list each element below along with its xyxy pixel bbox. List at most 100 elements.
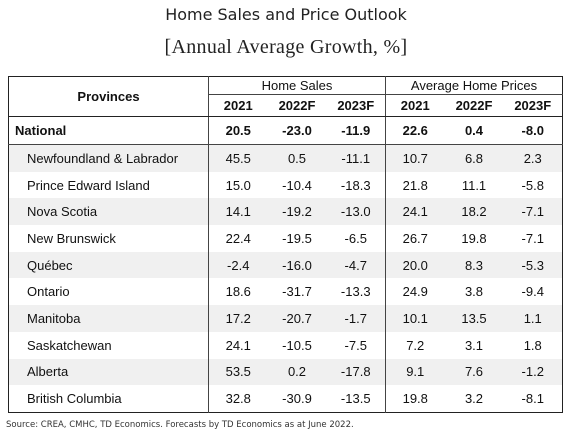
row-name: Saskatchewan xyxy=(8,331,209,359)
table-row: Québec -2.4 -16.0 -4.7 20.0 8.3 -5.3 xyxy=(8,251,563,279)
cell-value: -2.4 xyxy=(208,251,268,279)
row-name: British Columbia xyxy=(8,385,209,413)
cell-value: 22.4 xyxy=(225,230,251,246)
cell-value: -16.0 xyxy=(267,251,327,279)
year-header: 2021 xyxy=(208,94,268,117)
row-name: Newfoundland & Labrador xyxy=(8,144,209,172)
cell-value: -6.5 xyxy=(326,225,386,252)
cell-value: -8.0 xyxy=(503,116,563,145)
home-prices-group-header: Average Home Prices xyxy=(385,76,563,95)
cell-value: 18.2 xyxy=(444,198,504,226)
cell-value: -1.2 xyxy=(503,358,563,386)
cell-value: 8.3 xyxy=(444,251,504,279)
row-name: Alberta xyxy=(8,358,209,386)
cell-value: -7.5 xyxy=(326,331,386,359)
cell-value: 1.8 xyxy=(523,337,542,353)
table-row: Prince Edward Island 15.0 -10.4 -18.3 21.8 11… xyxy=(8,171,563,199)
cell-value: 24.1 xyxy=(385,198,445,226)
cell-value: 18.6 xyxy=(225,284,251,300)
table-row: Saskatchewan 24.1 -10.5 -7.5 7.2 3.1 1.8 xyxy=(8,331,563,359)
row-name: Prince Edward Island xyxy=(8,171,209,199)
cell-value: 15.0 xyxy=(225,177,251,193)
cell-value: 20.5 xyxy=(208,116,268,145)
provinces-header: Provinces xyxy=(8,76,209,117)
year-header: 2023F xyxy=(326,94,386,117)
cell-value: -23.0 xyxy=(267,116,327,145)
cell-value: -17.8 xyxy=(326,358,386,386)
source-note: Source: CREA, CMHC, TD Economics. Foreca… xyxy=(6,420,354,430)
cell-value: -20.7 xyxy=(267,305,327,332)
cell-value: 6.8 xyxy=(444,144,504,172)
cell-value: -5.8 xyxy=(521,177,544,193)
table-row: Alberta 53.5 0.2 -17.8 9.1 7.6 -1.2 xyxy=(8,358,563,386)
year-header: 2023F xyxy=(503,94,563,117)
cell-value: 10.1 xyxy=(385,305,445,332)
cell-value: 14.1 xyxy=(208,198,268,226)
row-name: Manitoba xyxy=(8,305,209,332)
cell-value: -5.3 xyxy=(503,251,563,279)
cell-value: -11.9 xyxy=(326,116,386,145)
cell-value: 26.7 xyxy=(402,230,428,246)
table-row: Nova Scotia 14.1 -19.2 -13.0 24.1 18.2 -7.1 xyxy=(8,198,563,226)
home-sales-group-header: Home Sales xyxy=(208,76,386,95)
cell-value: 11.1 xyxy=(461,177,487,193)
cell-value: 0.4 xyxy=(444,116,504,145)
cell-value: 0.5 xyxy=(267,144,327,172)
cell-value: -9.4 xyxy=(521,284,544,300)
cell-value: 3.8 xyxy=(464,284,484,300)
cell-value: 1.1 xyxy=(503,305,563,332)
year-header: 2022F xyxy=(444,94,504,117)
table-row: British Columbia 32.8 -30.9 -13.5 19.8 3.2 -8.… xyxy=(8,385,563,413)
table-row: Manitoba 17.2 -20.7 -1.7 10.1 13.5 1.1 xyxy=(8,305,563,332)
cell-value: 20.0 xyxy=(385,251,445,279)
cell-value: 24.1 xyxy=(225,337,251,353)
cell-value: 3.2 xyxy=(464,391,484,407)
cell-value: 24.9 xyxy=(402,284,428,300)
cell-value: 17.2 xyxy=(208,305,268,332)
cell-value: 19.8 xyxy=(402,391,428,407)
cell-value: -7.1 xyxy=(503,198,563,226)
cell-value: 32.8 xyxy=(225,391,251,407)
cell-value: -19.2 xyxy=(267,198,327,226)
row-name: New Brunswick xyxy=(8,225,209,252)
national-row: National 20.5 -23.0 -11.9 22.6 0.4 -8.0 xyxy=(8,116,563,145)
outlook-table: Provinces Home Sales Average Home Prices… xyxy=(8,76,563,413)
cell-value: 2.3 xyxy=(503,144,563,172)
cell-value: -13.5 xyxy=(326,385,386,413)
cell-value: -10.5 xyxy=(282,337,312,353)
cell-value: 10.7 xyxy=(385,144,445,172)
cell-value: -31.7 xyxy=(282,284,312,300)
row-name: Ontario xyxy=(8,278,209,306)
page-title: Home Sales and Price Outlook xyxy=(165,5,407,24)
cell-value: -13.0 xyxy=(326,198,386,226)
cell-value: 0.2 xyxy=(267,358,327,386)
cell-value: -11.1 xyxy=(326,144,386,172)
cell-value: 53.5 xyxy=(208,358,268,386)
cell-value: 3.1 xyxy=(464,337,484,353)
cell-value: 13.5 xyxy=(444,305,504,332)
year-header: 2022F xyxy=(267,94,327,117)
cell-value: 21.8 xyxy=(402,177,428,193)
cell-value: 19.8 xyxy=(461,230,487,246)
row-name: National xyxy=(8,116,209,145)
cell-value: -4.7 xyxy=(326,251,386,279)
table-row: Ontario 18.6 -31.7 -13.3 24.9 3.8 -9.4 xyxy=(8,278,563,306)
cell-value: 9.1 xyxy=(385,358,445,386)
table-row: Newfoundland & Labrador 45.5 0.5 -11.1 10.7 6… xyxy=(8,144,563,172)
cell-value: 7.2 xyxy=(406,337,425,353)
cell-value: -19.5 xyxy=(282,230,312,246)
cell-value: 45.5 xyxy=(208,144,268,172)
cell-value: -8.1 xyxy=(521,391,544,407)
cell-value: -13.3 xyxy=(326,278,386,306)
cell-value: -7.1 xyxy=(521,230,544,246)
cell-value: -10.4 xyxy=(282,177,312,193)
row-name: Québec xyxy=(8,251,209,279)
cell-value: -30.9 xyxy=(282,391,312,407)
cell-value: -18.3 xyxy=(326,171,386,199)
year-header: 2021 xyxy=(385,94,445,117)
cell-value: 7.6 xyxy=(444,358,504,386)
cell-value: -1.7 xyxy=(326,305,386,332)
cell-value: 22.6 xyxy=(385,116,445,145)
table-row: New Brunswick 22.4 -19.5 -6.5 26.7 19.8 -7.1 xyxy=(8,225,563,252)
row-name: Nova Scotia xyxy=(8,198,209,226)
